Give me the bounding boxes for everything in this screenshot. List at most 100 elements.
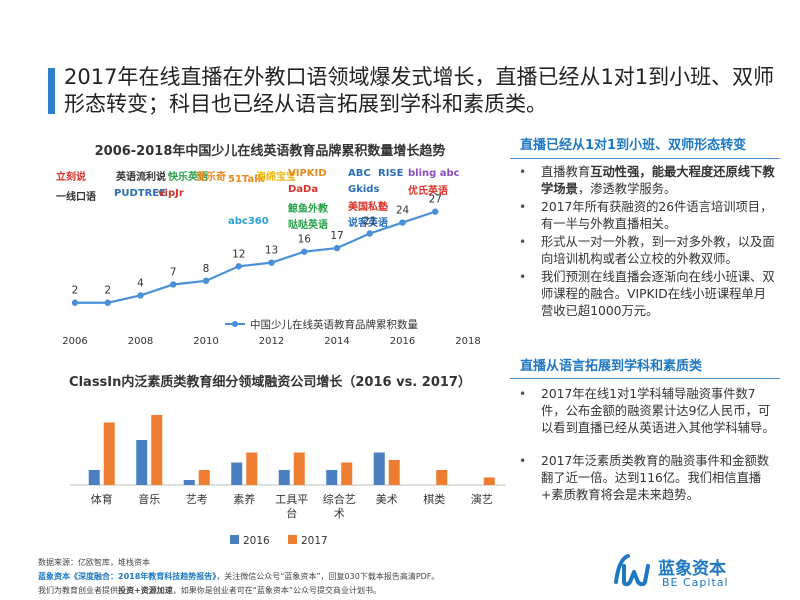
data-point bbox=[399, 219, 406, 226]
brand-logo-item: PUDTREE bbox=[114, 188, 166, 199]
section2-bullet-1: 2017年在线1对1学科辅导融资事件数7件，公布金额的融资累计达9亿人民币，可以… bbox=[515, 386, 777, 437]
legend-label: 2017 bbox=[301, 535, 328, 547]
brand-logo-item: 鲸鱼外教 bbox=[288, 204, 328, 215]
section2-bullet-2: 2017年泛素质类教育的融资事件和金额数翻了近一倍。达到116亿。我们相信直播+… bbox=[515, 453, 777, 504]
section1-bullet-3: 形式从一对一外教，到一对多外教，以及面向培训机构或者公立校的外教双师。 bbox=[515, 234, 777, 268]
bar bbox=[388, 460, 400, 485]
brand-logo-item: 立刻说 bbox=[56, 172, 86, 183]
legend-marker bbox=[232, 321, 238, 327]
brand-logo-item: 海绵宝宝 bbox=[256, 172, 296, 183]
data-label: 24 bbox=[396, 205, 410, 217]
bar bbox=[246, 452, 258, 485]
data-label: 13 bbox=[265, 245, 278, 257]
x-tick-label: 2014 bbox=[324, 336, 349, 347]
title-accent-bar bbox=[48, 68, 55, 114]
data-point bbox=[202, 277, 210, 285]
brand-logo-item: 爱乐奇 bbox=[196, 172, 226, 183]
data-point bbox=[137, 292, 144, 299]
bar bbox=[436, 470, 448, 485]
bar bbox=[483, 477, 495, 485]
brand-logo-item: Gkids bbox=[348, 184, 380, 195]
x-tick-label: 艺考 bbox=[186, 493, 208, 506]
section1-bullet-1: 直播教育互动性强，能最大程度还原线下教学场景，渗透教学服务。 bbox=[515, 164, 777, 198]
section1-divider bbox=[510, 158, 780, 159]
brand-logo-item: RISE bbox=[378, 168, 404, 179]
bar bbox=[151, 415, 163, 485]
brand-logo-item: abc360 bbox=[228, 216, 269, 227]
data-label: 2 bbox=[104, 285, 111, 297]
brand-logo-item: ABC bbox=[348, 168, 371, 179]
bar bbox=[136, 440, 148, 485]
brand-name-cn: 蓝象资本 bbox=[658, 559, 726, 579]
x-tick-label: 工具平 bbox=[275, 493, 308, 506]
brand-logo-item: 一线口语 bbox=[56, 192, 96, 203]
x-tick-label: 素养 bbox=[233, 492, 255, 506]
bar bbox=[231, 462, 243, 485]
x-tick-label: 术 bbox=[334, 507, 345, 520]
x-tick-label: 综合艺 bbox=[323, 492, 356, 506]
brand-mark-icon bbox=[614, 554, 650, 587]
section1-bullets: 直播教育互动性强，能最大程度还原线下教学场景，渗透教学服务。 2017年所有获融… bbox=[515, 164, 777, 321]
data-point bbox=[333, 244, 341, 252]
data-point bbox=[366, 230, 373, 237]
brand-logo-item: bling abc bbox=[408, 168, 460, 179]
brand-logo-item: 英语流利说 bbox=[116, 172, 166, 183]
x-tick-label: 音乐 bbox=[138, 492, 160, 506]
footer-note: 我们为教育创业者提供投资+资源加速，如果你是创业者可在“蓝象资本”公众号提交商业… bbox=[38, 586, 381, 595]
legend-swatch bbox=[230, 535, 239, 544]
x-tick-label: 2006 bbox=[62, 336, 87, 347]
bar bbox=[341, 462, 353, 485]
data-point bbox=[235, 263, 242, 270]
brand-logo-item: 美国私塾 bbox=[348, 202, 388, 213]
data-label: 12 bbox=[232, 248, 245, 260]
bar bbox=[198, 470, 210, 485]
section1-bullet-4: 我们预测在线直播会逐渐向在线小班课、双师课程的融合。VIPKID在线小班课程单月… bbox=[515, 269, 777, 320]
series-line bbox=[75, 210, 436, 304]
data-label: 7 bbox=[170, 267, 177, 279]
page-title: 2017年在线直播在外教口语领域爆发式增长，直播已经从1对1到小班、双师形态转变… bbox=[64, 65, 775, 116]
data-label: 16 bbox=[298, 234, 312, 246]
x-tick-label: 演艺 bbox=[471, 492, 493, 506]
bar bbox=[103, 422, 115, 485]
x-tick-label: 体育 bbox=[91, 492, 113, 506]
data-label: 8 bbox=[203, 263, 210, 275]
brand-logo-item: 快乐英语 bbox=[168, 172, 208, 183]
brand-logo-item: 哒哒英语 bbox=[288, 220, 328, 231]
data-label: 21 bbox=[363, 216, 376, 228]
brand-logo-item: vipJr bbox=[158, 188, 184, 199]
legend-swatch bbox=[288, 535, 297, 544]
x-tick-label: 棋类 bbox=[423, 492, 445, 506]
data-label: 4 bbox=[137, 277, 144, 289]
data-point bbox=[170, 281, 177, 288]
x-tick-label: 2018 bbox=[455, 336, 480, 347]
brand-name-en: BE Capital bbox=[662, 576, 729, 589]
data-point bbox=[71, 299, 79, 306]
bar bbox=[88, 470, 100, 485]
x-tick-label: 2010 bbox=[193, 336, 218, 347]
section1-bullet-2: 2017年所有获融资的26件语言培训项目，有一半与外教直播相关。 bbox=[515, 199, 777, 233]
x-tick-label: 2016 bbox=[390, 336, 415, 347]
section2-bullets: 2017年在线1对1学科辅导融资事件数7件，公布金额的融资累计达9亿人民币，可以… bbox=[515, 386, 777, 505]
legend-label: 中国少儿在线英语教育品牌累积数量 bbox=[250, 318, 418, 331]
x-tick-label: 2012 bbox=[259, 336, 284, 347]
bar bbox=[373, 452, 385, 485]
brand-logo-item: DaDa bbox=[288, 184, 319, 195]
section1-heading: 直播已经从1对1到小班、双师形态转变 bbox=[520, 138, 747, 153]
legend-label: 2016 bbox=[243, 535, 270, 547]
brand-logo-item: 优氏英语 bbox=[408, 186, 448, 197]
section2-heading: 直播从语言拓展到学科和素质类 bbox=[520, 359, 703, 374]
data-label: 2 bbox=[72, 285, 79, 297]
brand-logo-item: 说客英语 bbox=[348, 218, 388, 229]
section2-divider bbox=[510, 378, 780, 379]
x-tick-label: 台 bbox=[286, 506, 297, 520]
data-label: 17 bbox=[330, 230, 343, 242]
footer-report: 蓝象资本《深度融合：2018年教育科技趋势报告》，关注微信公众号“蓝象资本”，回… bbox=[38, 572, 440, 581]
x-tick-label: 2008 bbox=[128, 336, 153, 347]
bar bbox=[293, 452, 305, 485]
data-point bbox=[432, 208, 439, 215]
line-chart-title: 2006-2018年中国少儿在线英语教育品牌累积数量增长趋势 bbox=[94, 144, 446, 159]
data-label: 27 bbox=[429, 194, 442, 206]
data-point bbox=[104, 299, 111, 306]
footer-source: 数据来源：亿欧智库，堆栈资本 bbox=[38, 558, 150, 567]
